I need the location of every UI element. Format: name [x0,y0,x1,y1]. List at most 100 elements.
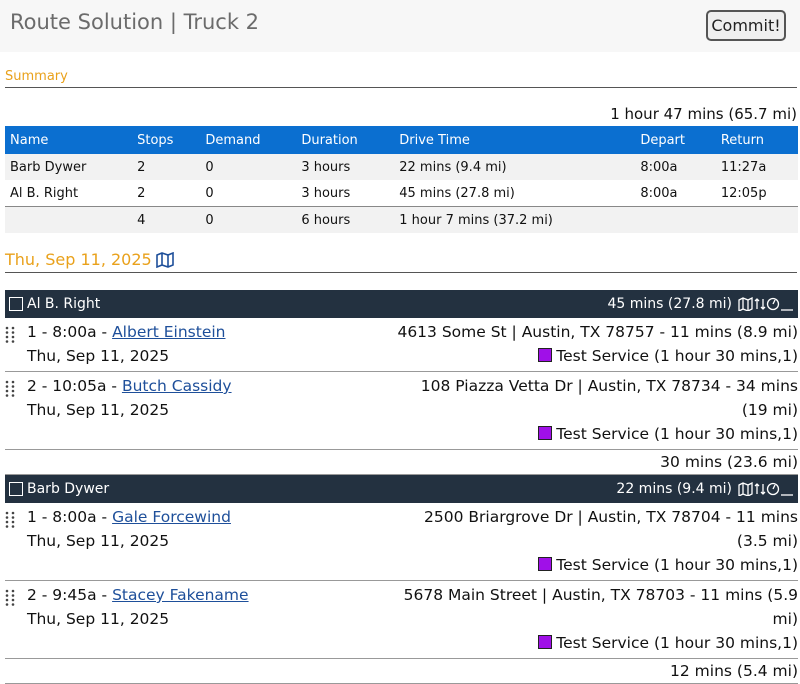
cell: 22 mins (9.4 mi) [394,154,636,180]
route-checkbox[interactable] [9,482,23,496]
stop-prefix: 1 - 8:00a - [27,508,108,526]
column-header: Name [5,126,133,154]
stop-date: Thu, Sep 11, 2025 [27,610,170,628]
stop-address: 108 Piazza Vetta Dr | Austin, TX 78734 -… [420,377,798,419]
stop-left: 2 - 9:45a - Stacey Fakename Thu, Sep 11, … [27,583,257,655]
service-color [538,557,553,571]
cell: 1 hour 7 mins (37.2 mi) [394,206,636,233]
stop-prefix: 1 - 8:00a - [27,323,108,341]
route-header: Barb Dywer 22 mins (9.4 mi) [5,475,798,503]
cell: 3 hours [301,185,351,201]
service-name: Test Service (1 hour 30 mins,1) [556,634,798,652]
handle-col [5,320,27,368]
divider [5,87,797,88]
stop-right: 4613 Some St | Austin, TX 78757 - 11 min… [257,320,798,368]
stop-left: 1 - 8:00a - Gale Forcewind Thu, Sep 11, 2… [27,505,257,577]
cell: 0 [205,185,214,201]
drag-handle[interactable] [5,380,15,398]
service-line: Test Service (1 hour 30 mins,1) [397,631,798,655]
table-body: Barb Dywer 2 0 3 hours 22 mins (9.4 mi) 8:00a… [5,154,798,233]
return-leg: 30 mins (23.6 mi) [5,450,798,475]
cell: 11:27a [715,154,798,180]
cell: Al B. Right [10,185,79,201]
route-icons[interactable] [738,297,794,311]
routes: Al B. Right 45 mins (27.8 mi) 1 - 8:00a - … [5,290,798,684]
drag-handle[interactable] [5,326,15,344]
service-name: Test Service (1 hour 30 mins,1) [556,425,798,443]
cell: 2 [137,185,146,201]
service-color [538,348,553,362]
stop-title: 1 - 8:00a - Gale Forcewind [27,505,257,529]
column-header: Duration [296,126,395,154]
stop-address: 2500 Briargrove Dr | Austin, TX 78704 - … [424,508,798,550]
service-line: Test Service (1 hour 30 mins,1) [397,553,798,577]
stop-right: 5678 Main Street | Austin, TX 78703 - 11… [257,583,798,655]
divider [5,272,797,273]
cell: 12:05p [720,185,767,201]
drag-handle[interactable] [5,589,15,607]
stop-title: 2 - 9:45a - Stacey Fakename [27,583,257,607]
page-title: Route Solution | Truck 2 [10,10,260,34]
route-summary: 45 mins (27.8 mi) [607,296,732,312]
service-name: Test Service (1 hour 30 mins,1) [556,347,798,365]
table-row: Barb Dywer 2 0 3 hours 22 mins (9.4 mi) 8:00a… [5,154,798,180]
commit-button[interactable]: Commit! [706,10,786,41]
cell: Barb Dywer [5,154,133,180]
cell: 6 hours [296,206,395,233]
stop-right: 108 Piazza Vetta Dr | Austin, TX 78734 -… [257,374,798,446]
table-header: Name Stops Demand Duration Drive Time Depart R… [5,126,798,154]
route-checkbox[interactable] [9,297,23,311]
totals-row: 4 0 6 hours 1 hour 7 mins (37.2 mi) [5,206,798,233]
drag-handle[interactable] [5,511,15,529]
stop-date: Thu, Sep 11, 2025 [27,401,170,419]
cell: 0 [200,154,297,180]
column-header: Drive Time [394,126,636,154]
driver-name: Al B. Right [27,296,101,312]
summary-total: 1 hour 47 mins (65.7 mi) [610,105,797,123]
summary-heading: Summary [5,69,68,84]
stop-address: 4613 Some St | Austin, TX 78757 - 11 min… [397,323,798,341]
cell [5,206,133,233]
customer-link[interactable]: Gale Forcewind [112,508,231,526]
stop-row: 1 - 8:00a - Albert Einstein Thu, Sep 11, … [5,318,798,372]
column-header: Demand [200,126,297,154]
cell: 45 mins (27.8 mi) [399,185,515,201]
cell: 2 [132,154,201,180]
cell: 8:00a [640,185,678,201]
customer-link[interactable]: Albert Einstein [112,323,226,341]
stop-left: 2 - 10:05a - Butch Cassidy Thu, Sep 11, 2… [27,374,257,446]
service-line: Test Service (1 hour 30 mins,1) [397,344,798,368]
cell [715,206,798,233]
column-header: Depart [635,126,716,154]
table-row: Al B. Right 2 0 3 hours 45 mins (27.8 mi) 8:0… [5,180,798,207]
map-icon[interactable] [155,251,174,268]
stop-address: 5678 Main Street | Austin, TX 78703 - 11… [403,586,798,628]
column-header: Return [715,126,798,154]
cell: 4 [132,206,201,233]
handle-col [5,374,27,446]
customer-link[interactable]: Butch Cassidy [121,377,232,395]
service-line: Test Service (1 hour 30 mins,1) [397,422,798,446]
stop-date: Thu, Sep 11, 2025 [27,532,170,550]
header-bar: Route Solution | Truck 2 Commit! [0,0,800,52]
summary-table: Name Stops Demand Duration Drive Time Depart R… [5,126,798,233]
date-heading: Thu, Sep 11, 2025 [5,250,174,269]
stop-title: 2 - 10:05a - Butch Cassidy [27,374,257,398]
route-icons[interactable] [738,482,794,496]
cell: 0 [200,206,297,233]
stop-date: Thu, Sep 11, 2025 [27,347,170,365]
cell [635,206,716,233]
service-name: Test Service (1 hour 30 mins,1) [556,556,798,574]
route-header: Al B. Right 45 mins (27.8 mi) [5,290,798,318]
stop-row: 2 - 10:05a - Butch Cassidy Thu, Sep 11, 2… [5,372,798,450]
stop-right: 2500 Briargrove Dr | Austin, TX 78704 - … [257,505,798,577]
cell: 3 hours [296,154,395,180]
customer-link[interactable]: Stacey Fakename [112,586,249,604]
service-color [538,635,553,649]
stop-title: 1 - 8:00a - Albert Einstein [27,320,257,344]
stop-left: 1 - 8:00a - Albert Einstein Thu, Sep 11, … [27,320,257,368]
stop-row: 1 - 8:00a - Gale Forcewind Thu, Sep 11, 2… [5,503,798,581]
column-header: Stops [132,126,201,154]
